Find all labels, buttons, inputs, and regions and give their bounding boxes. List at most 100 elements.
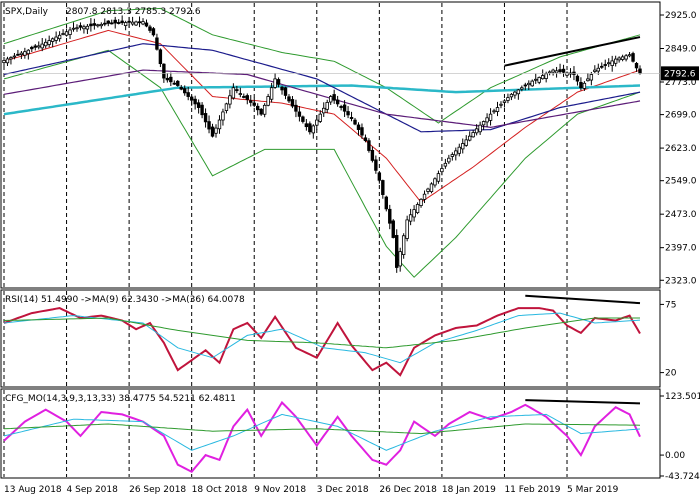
candle-body: [2, 60, 6, 64]
candle-body: [276, 79, 281, 85]
osc-ytick-label: 20: [665, 369, 677, 379]
x-tick-label: 3 Dec 2018: [317, 485, 369, 495]
candle-body: [405, 219, 409, 239]
candle-body: [613, 58, 618, 64]
candle-body: [44, 41, 48, 47]
x-tick-label: 26 Dec 2018: [379, 485, 437, 495]
candle-body: [624, 55, 628, 60]
candle-body: [283, 87, 288, 96]
candle-body: [381, 180, 385, 195]
candle-body: [617, 57, 621, 61]
candle-body: [252, 102, 256, 106]
candle-body: [374, 159, 378, 171]
candle-body: [120, 20, 124, 24]
cfg-panel-frame: [0, 388, 661, 479]
candle-body: [262, 104, 267, 115]
candle-body: [554, 70, 559, 74]
osc-ytick-label: 75: [665, 300, 676, 310]
x-tick-label: 11 Feb 2019: [504, 485, 560, 495]
candle-body: [534, 78, 538, 81]
candle-body: [527, 82, 531, 86]
candle-body: [96, 24, 100, 27]
ma-line-ma_teal: [3, 84, 641, 116]
series-cfg_sig1: [3, 413, 641, 451]
candle-body: [189, 96, 194, 101]
candle-body: [551, 69, 555, 73]
candle-body: [294, 104, 298, 112]
candle-body: [464, 139, 468, 146]
candle-body: [415, 204, 420, 214]
candle-body: [586, 78, 590, 82]
candle-body: [426, 188, 430, 192]
candle-body: [575, 75, 580, 82]
candle-body: [85, 25, 90, 30]
candle-body: [349, 117, 354, 119]
candle-body: [429, 183, 434, 193]
candle-body: [388, 208, 392, 224]
series-cfg_line: [3, 400, 641, 474]
candle-body: [200, 104, 204, 116]
rsi-panel-frame: [0, 289, 661, 388]
ohlc-readout: 2807.8 2813.3 2785.3 2792.6: [66, 7, 201, 17]
candle-body: [523, 84, 528, 87]
candle-body: [422, 193, 427, 200]
candle-body: [68, 29, 72, 35]
current-price-label: 2792.6: [664, 69, 696, 79]
candle-body: [16, 53, 20, 56]
osc-trendline: [525, 399, 641, 405]
candle-body: [297, 111, 302, 117]
candle-body: [89, 23, 93, 27]
candle-body: [259, 108, 263, 115]
candle-body: [172, 82, 176, 85]
candle-body: [116, 22, 121, 24]
candle-body: [23, 51, 27, 56]
candle-body: [561, 68, 566, 73]
candle-body: [530, 80, 534, 87]
candle-body: [183, 88, 187, 94]
candle-body: [440, 168, 444, 173]
candle-body: [596, 67, 600, 72]
candle-body: [468, 135, 472, 141]
candle-body: [537, 77, 541, 83]
candle-body: [408, 214, 413, 222]
candle-body: [273, 78, 277, 88]
price-ytick-label: 2473.0: [665, 210, 697, 220]
candle-body: [137, 21, 142, 24]
candle-body: [141, 21, 145, 25]
series-rsi_line: [3, 307, 641, 377]
candle-body: [207, 121, 211, 130]
candle-body: [481, 121, 486, 126]
candle-body: [589, 74, 594, 81]
candle-body: [176, 80, 180, 86]
osc-ytick-label: -43.7249: [665, 472, 700, 482]
candle-body: [162, 63, 166, 79]
candle-body: [228, 95, 232, 105]
series-rsi_ma_fast: [3, 312, 641, 364]
series-rsi_ma_slow: [3, 317, 640, 349]
price-ytick-label: 2849.0: [665, 45, 697, 55]
candle-body: [603, 64, 607, 66]
rsi-panel-title: RSI(14) 51.4990 ->MA(9) 62.3430 ->MA(36)…: [5, 295, 245, 305]
candle-body: [391, 220, 395, 238]
candle-body: [287, 96, 291, 102]
candle-body: [315, 119, 319, 126]
candle-body: [231, 87, 236, 99]
candle-body: [30, 46, 34, 50]
osc-ytick-label: 123.5015: [665, 392, 700, 402]
candle-body: [509, 93, 514, 98]
candle-body: [54, 36, 58, 41]
candle-body: [71, 27, 76, 30]
x-tick-label: 9 Nov 2018: [254, 485, 306, 495]
grid-layer: [3, 3, 568, 477]
candle-body: [367, 140, 371, 151]
candle-body: [12, 55, 17, 58]
candle-body: [631, 53, 635, 62]
candle-body: [495, 107, 500, 112]
candle-body: [607, 62, 611, 65]
ma-line-ma_purple: [3, 69, 641, 129]
axis-layer: 13 Aug 2018 4 Sep 2018 26 Sep 2018 18 Oct 2…: [4, 11, 700, 495]
candle-body: [398, 251, 402, 267]
candle-body: [447, 157, 451, 163]
candle-body: [245, 95, 249, 100]
